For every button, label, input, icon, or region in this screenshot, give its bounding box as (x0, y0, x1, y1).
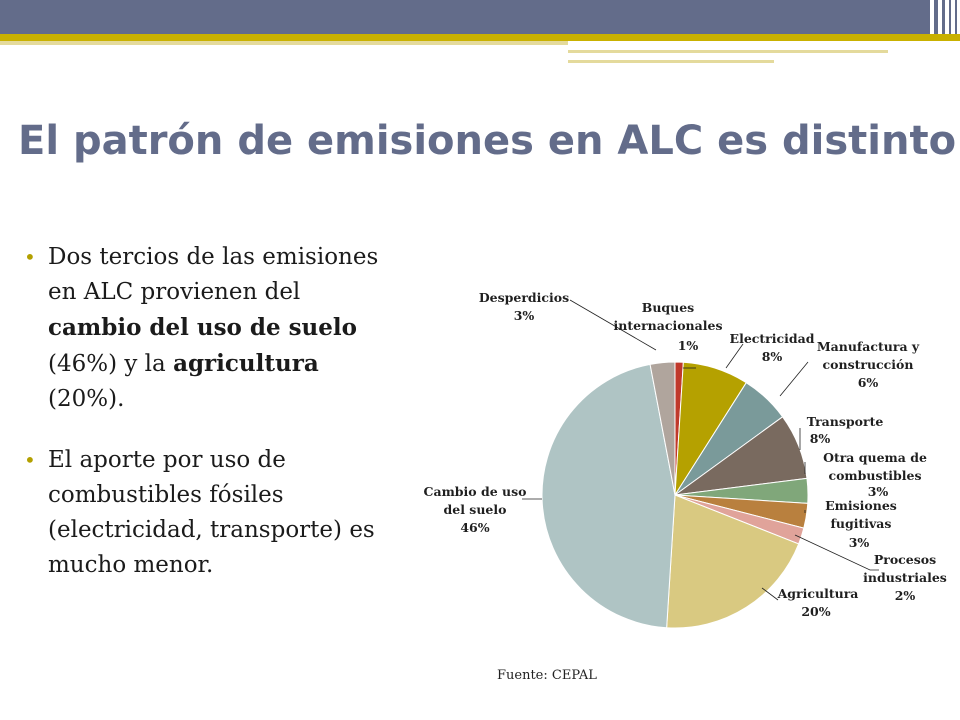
slice-label: Otra quema de combustibles (823, 450, 927, 483)
bullet-item: • Dos tercios de las emisiones en ALC pro… (22, 240, 382, 417)
slice-label: Agricultura (777, 586, 859, 601)
leader-line (569, 299, 657, 351)
header-stripes (930, 0, 960, 34)
slice-value-label: 46% (460, 520, 489, 535)
slice-value-label: 1% (678, 338, 699, 353)
leader-line (761, 587, 779, 601)
pie-slice (541, 363, 676, 629)
leader-line (779, 361, 809, 397)
slice-label: Transporte (807, 414, 884, 429)
bullet-text: (20%). (48, 386, 125, 412)
slide-title: El patrón de emisiones en ALC es distint… (18, 118, 957, 164)
bullet-item: • El aporte por uso de combustibles fósil… (22, 443, 382, 583)
bullet-dot-icon: • (24, 448, 36, 472)
slice-label: Electricidad (730, 331, 815, 346)
slice-value-label: 3% (514, 308, 535, 323)
bullet-text: (46%) y la (48, 351, 174, 377)
slice-label: Buques internacionales (614, 300, 723, 333)
pie-slice (666, 494, 800, 629)
pie-slice (649, 361, 676, 496)
slice-label: Procesos industriales (863, 552, 947, 585)
slice-value-label: 3% (849, 535, 870, 550)
slice-label: Emisiones fugitivas (825, 498, 897, 531)
bullet-emphasis: agricultura (173, 350, 319, 377)
bullet-list: • Dos tercios de las emisiones en ALC pro… (22, 240, 382, 609)
bullet-dot-icon: • (24, 245, 36, 269)
leader-line (794, 534, 879, 571)
slice-value-label: 6% (858, 375, 879, 390)
slice-label: Cambio de uso del suelo (424, 484, 527, 517)
slice-value-label: 20% (801, 604, 830, 619)
bullet-text: El aporte por uso de combustibles fósile… (48, 447, 375, 578)
accent-line-light (0, 41, 568, 45)
bullet-emphasis: cambio del uso de suelo (48, 314, 357, 341)
slice-value-label: 2% (895, 588, 916, 603)
source-note: Fuente: CEPAL (497, 668, 597, 683)
accent-line-light (568, 50, 888, 53)
leader-line (725, 343, 744, 369)
pie-chart: Buques internacionales 1% Electricidad 8% Man… (424, 290, 947, 629)
accent-line-light (568, 60, 774, 63)
slice-label: Manufactura y construcción (817, 339, 920, 372)
slice-value-label: 8% (810, 431, 831, 446)
slice-value-label: 3% (868, 484, 889, 499)
accent-line (0, 34, 960, 41)
slice-label: Desperdicios (479, 290, 569, 305)
header-bar (0, 0, 930, 34)
slice-value-label: 8% (762, 349, 783, 364)
bullet-text: Dos tercios de las emisiones en ALC prov… (48, 244, 379, 305)
